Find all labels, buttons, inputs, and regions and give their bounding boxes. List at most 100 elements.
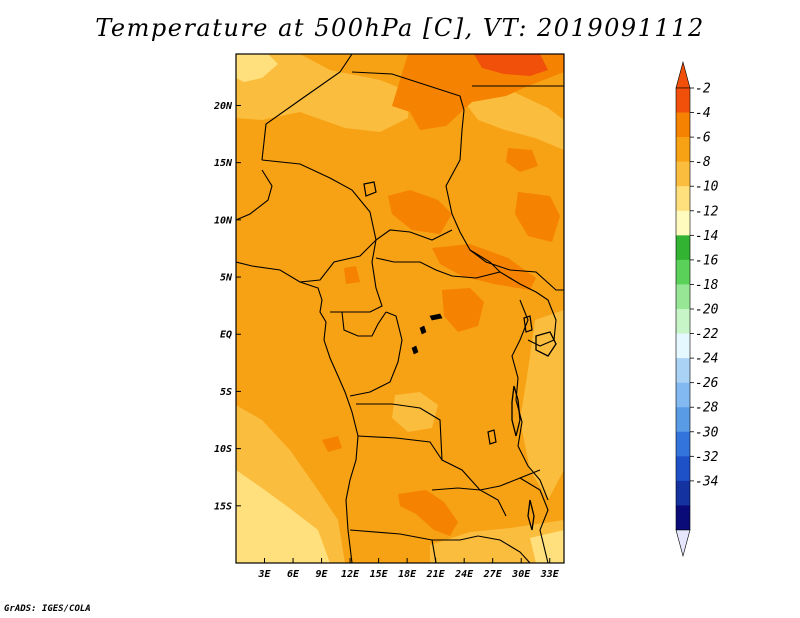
border-west-small bbox=[236, 169, 273, 221]
colorbar-swatch bbox=[676, 333, 690, 359]
border-nigeria bbox=[261, 159, 377, 283]
colorbar-label: -18 bbox=[695, 278, 719, 293]
lon-tick-label: 15E bbox=[370, 569, 389, 580]
map-frame bbox=[235, 53, 565, 564]
colorbar-label: -30 bbox=[695, 425, 719, 440]
colorbar-swatch bbox=[676, 137, 690, 162]
colorbar-swatch bbox=[676, 186, 690, 212]
temperature-region-warmest bbox=[474, 54, 548, 76]
lon-tick-label: 21E bbox=[426, 569, 446, 580]
lon-tick-label: 27E bbox=[483, 569, 503, 580]
temperature-region-cool-drc bbox=[442, 288, 484, 332]
colorbar-top-arrow bbox=[675, 60, 691, 89]
colorbar-swatch bbox=[676, 235, 690, 261]
border-zim bbox=[477, 535, 531, 563]
lon-tick-label: 12E bbox=[341, 569, 360, 580]
temperature-region-pale-sw bbox=[236, 470, 330, 563]
lon-tick-label: 3E bbox=[257, 569, 271, 580]
border-chad-sudan bbox=[445, 129, 501, 273]
colorbar-swatch bbox=[676, 382, 690, 408]
lat-tick-label: EQ bbox=[220, 330, 232, 341]
colorbar-bottom-arrow bbox=[675, 529, 691, 558]
colorbar-swatch bbox=[676, 480, 690, 506]
lake-tanganyika bbox=[511, 385, 521, 437]
colorbar-label: -20 bbox=[695, 303, 719, 318]
border-east-lakes bbox=[511, 299, 549, 501]
border-gabon-congo bbox=[341, 311, 387, 337]
lon-tick-label: 6E bbox=[287, 569, 300, 580]
colorbar-label: -32 bbox=[695, 450, 719, 465]
border-car-south bbox=[375, 257, 537, 293]
temperature-region-cool-sudan bbox=[506, 148, 538, 172]
border-congo-drc bbox=[349, 311, 403, 397]
lake-victoria bbox=[535, 331, 557, 357]
lake-albert bbox=[523, 315, 533, 333]
border-niger-north bbox=[261, 54, 353, 161]
colorbar-swatch bbox=[676, 431, 690, 457]
colorbar-label: -8 bbox=[695, 155, 711, 170]
lat-tick-label: 5S bbox=[220, 387, 232, 398]
temperature-region-warm-se bbox=[430, 520, 564, 563]
lon-tick-label: 18E bbox=[398, 569, 417, 580]
border-mozambique bbox=[519, 477, 549, 563]
colorbar-label: -12 bbox=[695, 204, 719, 219]
colorbar-swatch bbox=[676, 284, 690, 310]
colorbar: -2 -4 -6 -8 -10 -12 -14 -16 -18 -20 -22 -24 -26 -28 -3… bbox=[675, 60, 719, 558]
border-angola-zambia bbox=[357, 435, 443, 461]
border-libya-chad bbox=[351, 71, 465, 131]
lat-tick-label: 5N bbox=[220, 273, 233, 284]
border-sudan-ssudan bbox=[469, 249, 564, 291]
temperature-region-warm-east bbox=[520, 310, 564, 500]
colorbar-label: -22 bbox=[695, 327, 719, 342]
map-title: Temperature at 500hPa [C], VT: 201909111… bbox=[95, 14, 705, 42]
colorbar-swatch bbox=[676, 161, 690, 187]
river-congo-marks bbox=[411, 313, 443, 355]
colorbar-swatch bbox=[676, 456, 690, 482]
colorbar-swatch bbox=[676, 358, 690, 383]
temperature-region-pale-se bbox=[530, 530, 564, 563]
temperature-region-cool-ne bbox=[515, 192, 560, 242]
colorbar-swatch bbox=[676, 309, 690, 334]
temperature-region-cool-west bbox=[344, 266, 360, 284]
border-chad-car bbox=[375, 229, 453, 241]
colorbar-label: -26 bbox=[695, 376, 719, 391]
temperature-region-warm-nw bbox=[236, 54, 410, 132]
temperature-region-pale-nw bbox=[236, 54, 278, 82]
lon-tick-label: 9E bbox=[316, 569, 329, 580]
colorbar-label: -2 bbox=[695, 82, 711, 97]
longitude-ticks: 3E 6E 9E 12E 15E 18E 21E 24E 27E 30E 33E bbox=[257, 558, 560, 580]
lake-chad bbox=[363, 181, 377, 197]
lon-tick-label: 33E bbox=[540, 569, 560, 580]
temperature-region-warm-ne bbox=[460, 88, 564, 150]
colorbar-swatch bbox=[676, 112, 690, 138]
temperature-region-warm-center bbox=[392, 392, 438, 432]
lat-tick-label: 15S bbox=[214, 501, 232, 512]
border-cameroon bbox=[330, 239, 383, 313]
map-area bbox=[236, 54, 564, 563]
lake-mweru bbox=[487, 429, 497, 445]
temperature-region-cool-angola bbox=[322, 436, 342, 452]
colorbar-swatch bbox=[676, 88, 690, 113]
colorbar-label: -28 bbox=[695, 401, 719, 416]
borders bbox=[236, 54, 564, 563]
colorbar-label: -16 bbox=[695, 253, 719, 268]
colorbar-label: -10 bbox=[695, 180, 719, 195]
lat-tick-label: 10S bbox=[214, 444, 232, 455]
colorbar-label: -24 bbox=[695, 352, 718, 367]
colorbar-label: -4 bbox=[695, 106, 711, 121]
colorbar-swatch bbox=[676, 210, 690, 236]
lat-tick-label: 20N bbox=[213, 101, 233, 112]
lakes bbox=[363, 181, 557, 531]
lon-tick-label: 30E bbox=[511, 569, 531, 580]
colorbar-label: -6 bbox=[695, 131, 711, 146]
lat-tick-label: 15N bbox=[214, 158, 233, 169]
colorbar-swatch bbox=[676, 407, 690, 433]
temperature-region-cool-chad bbox=[388, 190, 452, 234]
colorbar-label: -34 bbox=[695, 474, 718, 489]
colorbar-swatch bbox=[676, 505, 690, 531]
colorbar-label: -14 bbox=[695, 229, 718, 244]
lake-malawi bbox=[527, 499, 535, 531]
border-zambia-south bbox=[431, 469, 541, 491]
temperature-region-cool-south bbox=[398, 490, 458, 536]
